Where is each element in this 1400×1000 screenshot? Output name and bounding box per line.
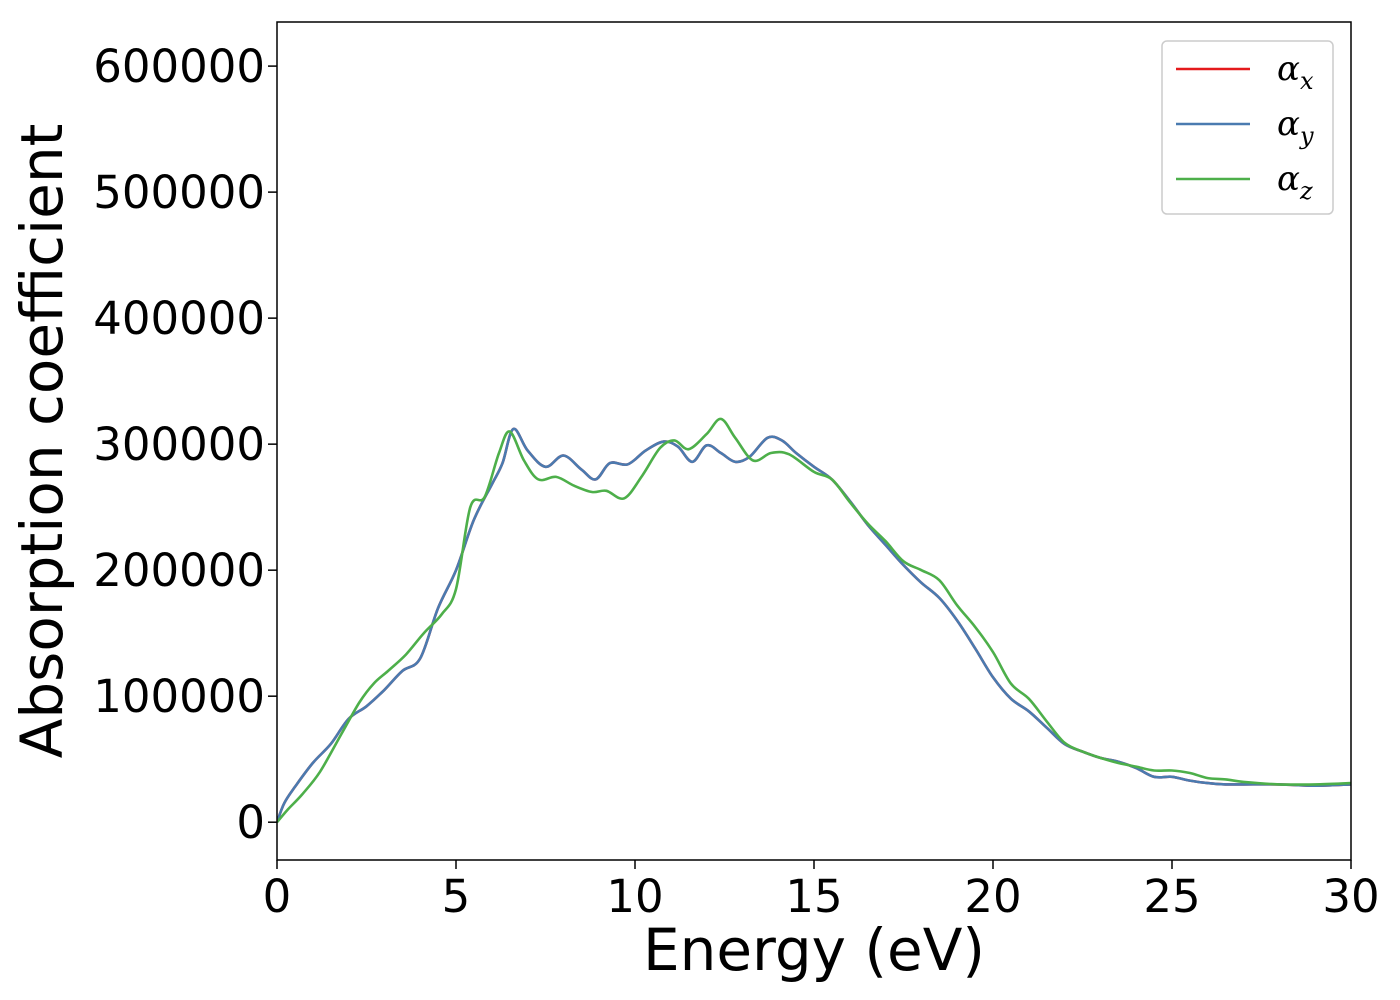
- legend-symbol: α: [1277, 49, 1300, 89]
- x-axis-title: Energy (eV): [643, 916, 985, 984]
- x-tick-label: 15: [785, 870, 842, 923]
- legend-label-x: αx: [1277, 49, 1314, 95]
- x-tick-label: 10: [606, 870, 663, 923]
- y-axis: 0 100000 200000 300000 400000 500000 600000: [93, 40, 277, 849]
- y-tick-label: 100000: [93, 670, 265, 723]
- series-layer: [277, 417, 1351, 824]
- x-tick-label: 25: [1143, 870, 1200, 923]
- y-tick-label: 500000: [93, 166, 265, 219]
- x-axis: 0 5 10 15 20 25 30: [263, 860, 1380, 923]
- x-tick-label: 20: [964, 870, 1021, 923]
- series-line-z: [277, 417, 1351, 824]
- legend-symbol: α: [1277, 159, 1300, 199]
- legend-subscript: y: [1299, 122, 1314, 150]
- legend-symbol: α: [1277, 104, 1300, 144]
- legend-label-y: αy: [1277, 104, 1314, 150]
- y-tick-label: 300000: [93, 418, 265, 471]
- legend-subscript: z: [1299, 177, 1313, 205]
- legend-label-z: αz: [1277, 159, 1313, 205]
- legend-box: [1161, 40, 1334, 215]
- y-tick-label: 200000: [93, 544, 265, 597]
- y-tick-label: 0: [236, 796, 265, 849]
- legend-subscript: x: [1300, 67, 1314, 95]
- x-tick-label: 30: [1322, 870, 1379, 923]
- y-axis-title: Absorption coefficient: [8, 124, 76, 759]
- y-tick-label: 600000: [93, 40, 265, 93]
- x-tick-label: 0: [263, 870, 292, 923]
- x-tick-label: 5: [442, 870, 471, 923]
- y-tick-label: 400000: [93, 292, 265, 345]
